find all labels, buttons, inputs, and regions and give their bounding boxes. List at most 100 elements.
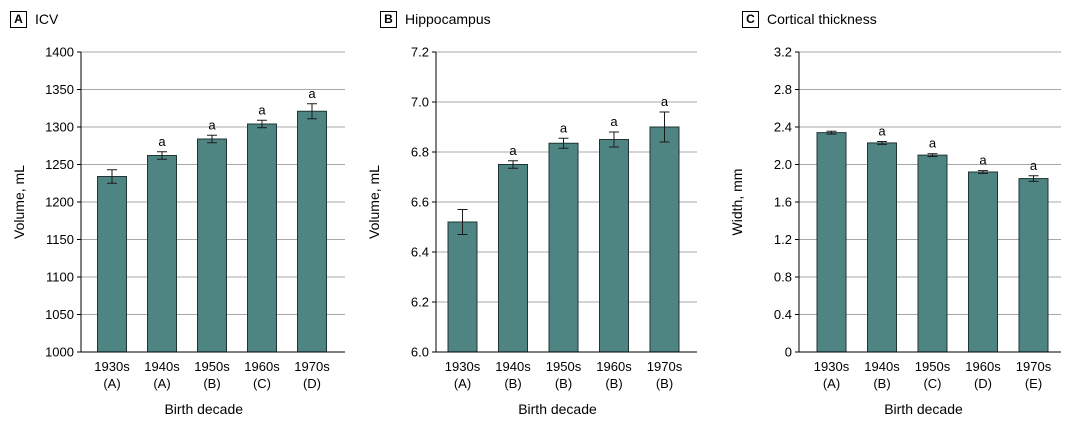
x-axis-label: Birth decade [164,401,243,417]
panel-letter: A [10,10,27,28]
y-tick-label: 1.6 [774,195,792,210]
bar [247,123,277,353]
x-tick-label: 1940s [864,359,900,374]
x-tick-label: 1970s [294,359,330,374]
x-group-label: (E) [1025,376,1042,391]
x-tick-label: 1960s [596,359,632,374]
y-tick-label: 2.8 [774,82,792,97]
x-tick-label: 1930s [814,359,850,374]
y-tick-label: 6.0 [411,345,429,360]
significance-label: a [979,153,987,168]
chart-panel-c: C Cortical thickness 0 0.4 0.8 1.2 1.6 2.0 2.4… [720,0,1080,428]
significance-label: a [308,86,316,101]
x-group-label: (B) [873,376,890,391]
bar [599,139,629,353]
x-group-label: (B) [555,376,572,391]
y-tick-label: 1300 [45,120,74,135]
significance-label: a [878,124,886,139]
x-group-label: (D) [303,376,321,391]
y-axis-label: Volume, mL [11,165,27,239]
panel-letter: B [380,10,397,28]
panel-title: Cortical thickness [767,11,877,27]
panel-header: C Cortical thickness [742,10,877,28]
x-tick-label: 1950s [194,359,230,374]
bar [1018,178,1049,353]
x-group-label: (C) [923,376,941,391]
x-tick-label: 1960s [965,359,1001,374]
significance-label: a [560,120,568,135]
bar [297,110,327,353]
y-tick-label: 7.2 [411,45,429,60]
y-tick-label: 1400 [45,45,74,60]
chart-panel-b: B Hippocampus 6.0 6.2 6.4 6.6 6.8 7.0 7.2 1930s… [360,0,720,428]
y-tick-label: 0 [785,345,792,360]
y-tick-label: 7.0 [411,95,429,110]
x-tick-label: 1930s [445,359,481,374]
significance-label: a [509,143,517,158]
x-group-label: (B) [605,376,622,391]
x-group-label: (A) [103,376,120,391]
x-group-label: (A) [823,376,840,391]
bar [917,154,948,353]
panel-title: Hippocampus [405,11,491,27]
x-group-label: (B) [203,376,220,391]
significance-label: a [158,134,166,149]
significance-label: a [208,117,216,132]
bar [147,155,177,353]
y-tick-label: 1000 [45,345,74,360]
x-tick-label: 1940s [144,359,180,374]
x-group-label: (B) [504,376,521,391]
panel-header: A ICV [10,10,58,28]
x-group-label: (B) [656,376,673,391]
y-tick-label: 1050 [45,307,74,322]
bar [498,164,528,353]
y-tick-label: 1250 [45,157,74,172]
x-tick-label: 1930s [94,359,130,374]
bar [968,171,998,353]
significance-label: a [929,136,937,151]
x-group-label: (C) [253,376,271,391]
x-axis-label: Birth decade [518,401,597,417]
x-tick-label: 1950s [546,359,582,374]
x-tick-label: 1950s [915,359,951,374]
x-group-label: (A) [454,376,471,391]
y-tick-label: 6.2 [411,295,429,310]
bar [816,132,847,353]
y-tick-label: 6.8 [411,145,429,160]
bar [447,221,478,353]
bar [649,126,680,353]
x-tick-label: 1970s [647,359,683,374]
y-tick-label: 1350 [45,82,74,97]
y-tick-label: 6.6 [411,195,429,210]
y-tick-label: 1200 [45,195,74,210]
bar [867,142,897,353]
y-tick-label: 6.4 [411,245,429,260]
bar-chart: 0 0.4 0.8 1.2 1.6 2.0 2.4 2.8 3.2 1930s (A) a 1940s (… [729,45,1061,417]
x-tick-label: 1970s [1016,359,1052,374]
y-tick-label: 1100 [46,270,74,285]
y-tick-label: 0.8 [774,270,792,285]
y-tick-label: 0.4 [774,307,792,322]
panel-letter: C [742,10,759,28]
x-group-label: (D) [974,376,992,391]
y-tick-label: 1150 [46,232,74,247]
y-tick-label: 2.4 [774,120,792,135]
x-axis-label: Birth decade [884,401,963,417]
significance-label: a [610,114,618,129]
bar [97,176,127,353]
bar-chart: 6.0 6.2 6.4 6.6 6.8 7.0 7.2 1930s (A) a 1940s (B) a 1… [366,45,697,417]
y-tick-label: 2.0 [774,157,792,172]
panel-title: ICV [35,11,59,27]
x-tick-label: 1940s [495,359,531,374]
significance-label: a [258,102,266,117]
significance-label: a [661,94,669,109]
y-tick-label: 3.2 [774,45,792,60]
y-axis-label: Width, mm [729,169,745,236]
bar [197,138,227,353]
y-axis-label: Volume, mL [366,165,382,239]
chart-panel-a: A ICV 1000 1050 1100 1150 1200 1250 1300 1350 14… [0,0,360,428]
bar-chart: 1000 1050 1100 1150 1200 1250 1300 1350 1400 1930… [11,45,345,417]
y-tick-label: 1.2 [774,232,792,247]
panel-header: B Hippocampus [380,10,491,28]
x-tick-label: 1960s [244,359,280,374]
